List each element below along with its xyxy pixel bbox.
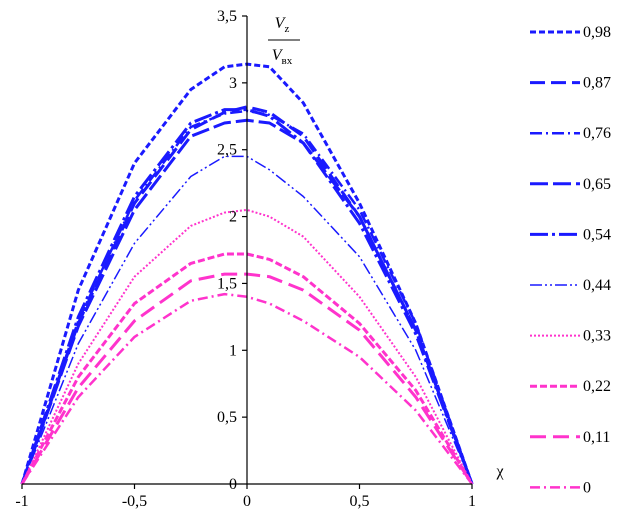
axis-ticks: -1 -0,5 0 0,5 1 0,5 1 1,5 2 2,5 3 3,5 0: [15, 8, 476, 510]
y-tick-label: 1,5: [217, 275, 237, 292]
y-tick-label: 2,5: [217, 142, 237, 159]
y-label-numerator: Vz: [275, 15, 290, 35]
legend-label: 0,87: [583, 75, 611, 92]
y-axis-label: Vz Vвх: [268, 15, 300, 67]
legend-label: 0,44: [583, 277, 611, 294]
x-tick-label: 0: [243, 493, 251, 510]
legend-item: 0,98: [530, 24, 611, 41]
legend-label: 0,65: [583, 176, 611, 193]
x-tick-label: 1: [468, 493, 476, 510]
y-tick-label: 0,5: [217, 409, 237, 426]
legend-item: 0,54: [530, 226, 611, 243]
legend-item: 0: [530, 479, 591, 496]
legend-label: 0,54: [583, 226, 611, 243]
y-tick-label: 3,5: [217, 8, 237, 25]
legend-item: 0,44: [530, 277, 611, 294]
legend-item: 0,33: [530, 328, 611, 345]
y-label-denominator: Vвх: [272, 47, 293, 67]
x-axis-label: χ: [495, 463, 504, 480]
series-line-4: [20, 108, 474, 485]
legend-label: 0: [583, 479, 591, 496]
legend-label: 0,33: [583, 328, 611, 345]
legend-label: 0,76: [583, 125, 611, 142]
x-tick-label: -1: [15, 493, 28, 510]
series-line-6: [21, 208, 473, 485]
legend-label: 0,11: [583, 429, 610, 446]
legend-item: 0,76: [530, 125, 611, 142]
y-tick-label-zero: 0: [229, 476, 237, 493]
legend: 0,98 0,87 0,76 0,65 0,54 0,44 0,33 0,22 0,11 0: [530, 24, 611, 496]
legend-label: 0,98: [583, 24, 611, 41]
y-tick-label: 3: [229, 75, 237, 92]
legend-item: 0,65: [530, 176, 611, 193]
x-tick-label: 0,5: [350, 493, 370, 510]
legend-item: 0,11: [530, 429, 610, 446]
y-tick-label: 2: [229, 209, 237, 226]
legend-label: 0,22: [583, 378, 611, 395]
y-tick-label: 1: [229, 342, 237, 359]
legend-item: 0,22: [530, 378, 611, 395]
x-tick-label: -0,5: [122, 493, 147, 510]
legend-item: 0,87: [530, 75, 611, 92]
